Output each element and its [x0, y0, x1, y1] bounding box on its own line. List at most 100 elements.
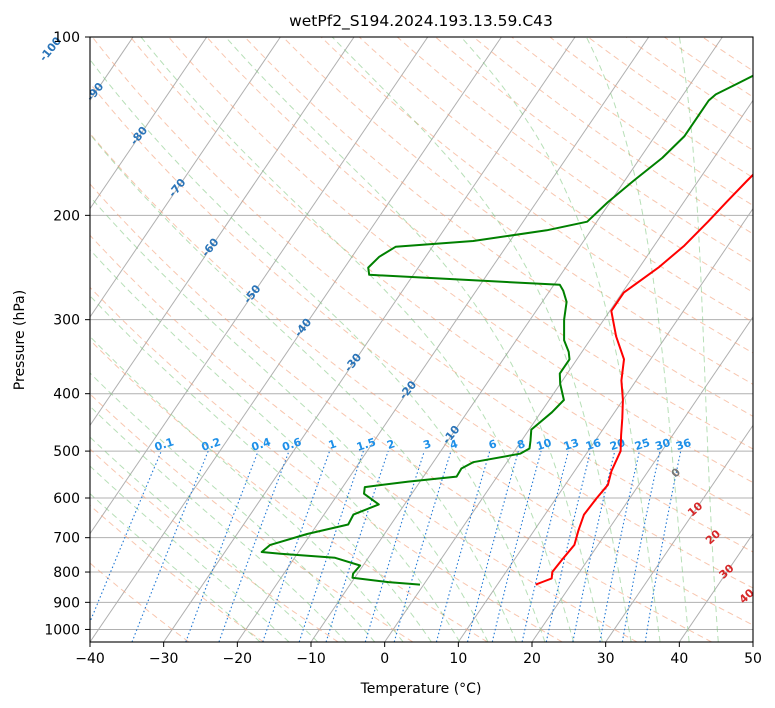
dry-adiabat-line — [90, 562, 190, 642]
isotherm-line — [605, 424, 753, 642]
mixing-ratio-label: 10 — [535, 436, 554, 453]
moist-adiabat-label: 0 — [669, 465, 684, 480]
moist-adiabat-label: 20 — [703, 527, 723, 547]
y-tick-label: 400 — [53, 387, 80, 403]
dry-adiabat-line — [168, 37, 753, 484]
axis-ticks: −40 −30 −20 −10 0 10 20 30 40 5010020030040050060… — [44, 30, 762, 667]
isotherm-line — [384, 99, 753, 642]
mixing-ratio-label: 0.2 — [200, 435, 223, 453]
dry-adiabat-line — [90, 132, 753, 626]
dry-adiabat-line — [511, 37, 753, 207]
dry-adiabat-line — [91, 37, 753, 553]
dry-adiabat-line — [358, 37, 753, 323]
mixing-ratio-line — [298, 450, 364, 642]
moist-adiabat-line — [460, 37, 661, 642]
profile-line — [260, 74, 753, 586]
background-lines — [0, 37, 753, 642]
moist-adiabat-line — [90, 372, 376, 642]
mixing-ratio-line — [572, 450, 616, 642]
isotherm-line — [236, 37, 650, 642]
mixing-ratio-label: 16 — [584, 436, 603, 453]
isotherm-line — [90, 37, 429, 535]
dry-adiabat-line — [396, 37, 753, 293]
isotherm-line — [163, 37, 576, 642]
mixing-ratio-label: 3 — [422, 437, 433, 452]
isotherm-line — [752, 641, 753, 642]
line-labels: -100-90-80-70-60-50-40-30-20-100.1 0.2 0.4… — [37, 34, 757, 606]
mixing-ratio-line — [218, 450, 290, 642]
mixing-ratio-label: 0.6 — [281, 435, 304, 453]
mixing-ratio-line — [131, 450, 209, 642]
plot-frame — [89, 36, 754, 643]
mixing-ratio-line — [90, 450, 162, 624]
mixing-ratio-line — [435, 450, 491, 642]
mixing-ratio-line — [644, 450, 682, 642]
moist-adiabat-label: 10 — [685, 499, 705, 519]
moist-adiabat-line — [140, 37, 575, 642]
dry-adiabat-line — [90, 393, 414, 642]
dry-adiabat-line — [320, 37, 753, 354]
y-tick-label: 200 — [53, 208, 80, 224]
mixing-ratio-line — [262, 450, 331, 642]
dry-adiabat-line — [130, 37, 753, 518]
moist-adiabat-line — [678, 37, 719, 642]
isotherm-label: -30 — [342, 351, 365, 375]
dry-adiabat-line — [90, 504, 264, 642]
mixing-ratio-line — [599, 450, 640, 642]
isotherm-line — [90, 37, 208, 210]
moist-adiabat-line — [225, 37, 603, 642]
x-tick-label: −20 — [223, 651, 253, 667]
x-tick-label: −10 — [296, 651, 326, 667]
mixing-ratio-label: 4 — [448, 437, 460, 452]
isotherm-label: -70 — [166, 176, 189, 200]
isotherm-line — [0, 37, 59, 642]
y-tick-label: 900 — [53, 595, 80, 611]
isotherm-line — [90, 37, 355, 427]
isotherm-line — [531, 316, 753, 642]
mixing-ratio-line — [621, 450, 661, 642]
x-tick-label: 40 — [670, 651, 688, 667]
x-tick-label: 50 — [744, 651, 762, 667]
isotherm-label: -20 — [397, 378, 420, 402]
y-tick-label: 1000 — [44, 622, 80, 638]
isotherm-label: -80 — [128, 124, 151, 148]
y-tick-label: 600 — [53, 491, 80, 507]
mixing-ratio-label: 25 — [633, 436, 652, 453]
chart-title: wetPf2_S194.2024.193.13.59.C43 — [289, 12, 553, 31]
dry-adiabat-line — [435, 37, 753, 264]
mixing-ratio-label: 8 — [516, 437, 527, 452]
y-tick-label: 700 — [53, 531, 80, 547]
y-tick-label: 800 — [53, 565, 80, 581]
moist-adiabat-line — [331, 37, 632, 642]
mixing-ratio-line — [325, 450, 389, 642]
dry-adiabat-line — [282, 37, 753, 385]
mixing-ratio-label: 2 — [385, 437, 396, 452]
dry-adiabat-line — [90, 82, 753, 589]
mixing-ratio-label: 1.5 — [355, 435, 378, 453]
y-tick-label: 500 — [53, 444, 80, 460]
mixing-ratio-label: 6 — [487, 437, 499, 452]
dry-adiabat-line — [90, 448, 339, 642]
moist-adiabat-line — [585, 37, 690, 642]
isotherm-line — [678, 532, 753, 642]
dry-adiabat-line — [90, 183, 712, 642]
mixing-ratio-line — [393, 450, 452, 642]
x-tick-label: 20 — [523, 651, 541, 667]
mixing-ratio-label: 20 — [608, 436, 627, 453]
mixing-ratio-line — [364, 450, 425, 642]
isotherm-label: -90 — [84, 80, 107, 104]
mixing-ratio-line — [185, 450, 259, 642]
x-tick-label: 0 — [380, 651, 389, 667]
profile-series — [260, 74, 753, 586]
dry-adiabat-line — [90, 234, 638, 642]
y-tick-label: 300 — [53, 313, 80, 329]
profile-line — [535, 173, 753, 586]
mixing-ratio-line — [545, 450, 592, 642]
mixing-ratio-label: 13 — [562, 436, 581, 453]
isotherm-line — [457, 207, 753, 642]
dry-adiabat-line — [90, 286, 563, 642]
moist-adiabat-line — [90, 249, 461, 642]
isotherm-line — [90, 37, 281, 318]
